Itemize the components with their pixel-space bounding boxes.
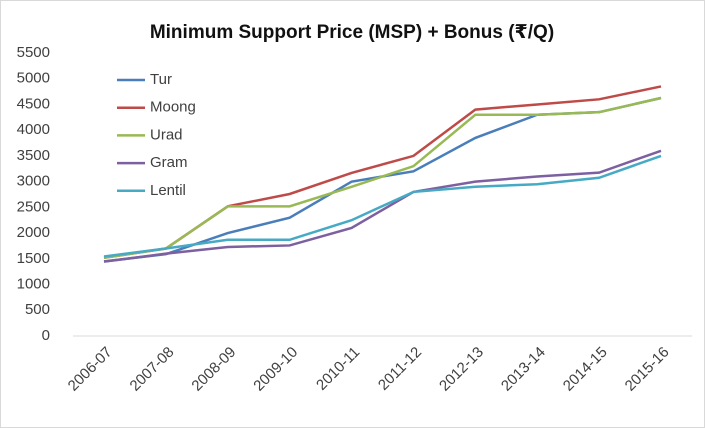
chart-title: Minimum Support Price (MSP) + Bonus (₹/Q… [150,22,554,43]
y-tick-label: 1500 [17,250,50,267]
legend-label: Urad [150,126,183,143]
series-line [103,149,662,263]
legend-label: Lentil [150,182,186,199]
y-tick-label: 3000 [17,173,50,190]
series-line [103,96,662,260]
y-tick-label: 2000 [17,224,50,241]
legend-label: Moong [150,99,196,116]
y-tick-label: 1000 [17,276,50,293]
legend-label: Tur [150,71,172,88]
y-tick-label: 4500 [17,95,50,112]
y-tick-label: 4000 [17,121,50,138]
y-tick-label: 3500 [17,147,50,164]
y-tick-label: 0 [42,327,50,344]
legend-label: Gram [150,154,188,171]
y-tick-label: 5500 [17,44,50,61]
series-line [103,154,662,258]
y-tick-label: 2500 [17,198,50,215]
y-tick-label: 500 [25,301,50,318]
y-tick-label: 5000 [17,70,50,87]
